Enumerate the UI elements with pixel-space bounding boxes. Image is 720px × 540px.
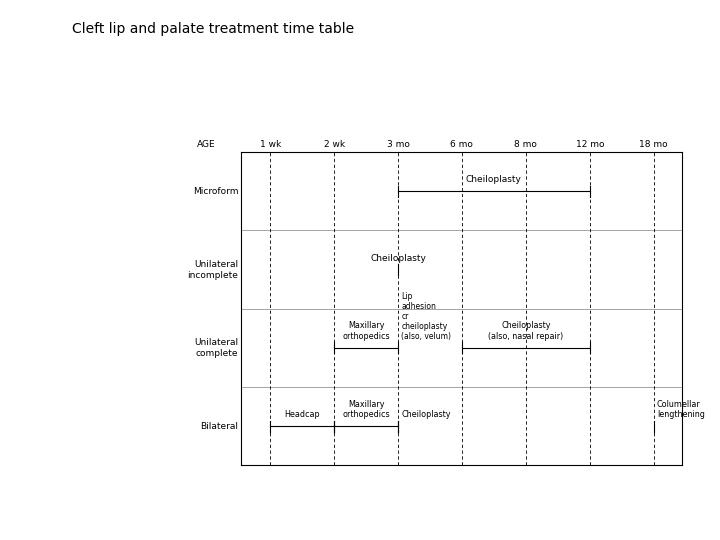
Text: Unilateral
complete: Unilateral complete: [194, 338, 238, 358]
Text: Cheiloplasty
(also, nasal repair): Cheiloplasty (also, nasal repair): [488, 321, 564, 341]
Text: Cheiloplasty: Cheiloplasty: [466, 175, 522, 184]
Text: Unilateral
incomplete: Unilateral incomplete: [187, 260, 238, 280]
Text: 1 wk: 1 wk: [260, 140, 281, 149]
Text: 3 mo: 3 mo: [387, 140, 410, 149]
Text: Cleft lip and palate treatment time table: Cleft lip and palate treatment time tabl…: [72, 22, 354, 36]
Text: 2 wk: 2 wk: [323, 140, 345, 149]
Text: 8 mo: 8 mo: [514, 140, 537, 149]
Text: 18 mo: 18 mo: [639, 140, 668, 149]
Text: Bilateral: Bilateral: [200, 422, 238, 431]
Text: Microform: Microform: [193, 187, 238, 195]
Text: Cheiloplasty: Cheiloplasty: [370, 253, 426, 262]
Text: Cheiloplasty: Cheiloplasty: [401, 410, 451, 419]
Text: 6 mo: 6 mo: [451, 140, 473, 149]
Text: Maxillary
orthopedics: Maxillary orthopedics: [342, 321, 390, 341]
Text: AGE: AGE: [197, 140, 215, 149]
Text: Lip
adhesion
cr
cheiloplasty
(also, velum): Lip adhesion cr cheiloplasty (also, velu…: [401, 292, 451, 341]
Text: Columellar
lengthening: Columellar lengthening: [657, 400, 705, 419]
Text: 12 mo: 12 mo: [575, 140, 604, 149]
Text: Headcap: Headcap: [284, 410, 320, 419]
Text: Maxillary
orthopedics: Maxillary orthopedics: [342, 400, 390, 419]
